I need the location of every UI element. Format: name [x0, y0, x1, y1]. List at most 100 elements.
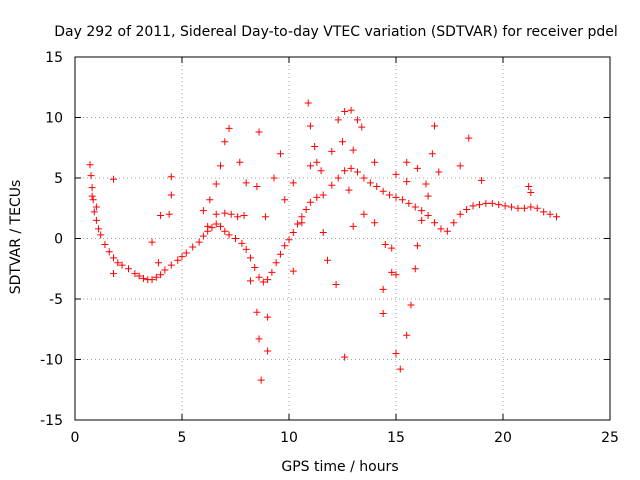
data-point	[289, 179, 297, 187]
data-point	[236, 158, 244, 166]
data-point	[264, 347, 272, 355]
data-point	[110, 270, 118, 278]
data-point	[456, 162, 464, 170]
grid	[75, 57, 610, 420]
data-point	[92, 216, 100, 224]
data-point	[285, 236, 293, 244]
data-point	[294, 220, 302, 228]
data-point	[482, 199, 490, 207]
data-point	[131, 270, 139, 278]
data-point	[353, 168, 361, 176]
data-point	[540, 208, 548, 216]
data-point	[339, 138, 346, 146]
data-point	[212, 220, 220, 228]
data-point	[381, 241, 389, 249]
data-point	[353, 116, 361, 124]
data-point	[90, 208, 98, 216]
data-point	[114, 259, 122, 267]
data-point	[317, 167, 325, 175]
y-tick-label: -5	[49, 292, 63, 308]
data-point	[148, 238, 156, 246]
data-point	[450, 219, 458, 227]
data-point	[242, 179, 250, 187]
data-point	[379, 285, 387, 293]
data-point	[411, 203, 419, 211]
data-point	[345, 186, 353, 194]
data-point	[347, 164, 355, 172]
data-point	[334, 174, 342, 182]
data-point	[212, 210, 220, 218]
data-point	[407, 301, 415, 309]
data-point	[398, 196, 406, 204]
data-point	[298, 219, 306, 227]
y-axis-label: SDTVAR / TECUs	[8, 180, 24, 295]
tick-labels: 0 5 10 15 20 25 -15 -10 -5 0 5 10 15	[40, 50, 619, 446]
x-axis-label: GPS time / hours	[281, 459, 398, 475]
data-points	[86, 99, 560, 384]
data-point	[306, 162, 314, 170]
data-point	[101, 241, 109, 249]
data-point	[341, 353, 349, 361]
data-point	[360, 210, 368, 218]
data-point	[313, 193, 321, 201]
data-point	[87, 172, 95, 180]
data-point	[261, 213, 269, 221]
data-point	[242, 245, 250, 253]
data-point	[386, 191, 394, 199]
data-point	[366, 179, 374, 187]
data-point	[105, 248, 113, 256]
y-tick-label: -15	[40, 413, 63, 429]
data-point	[431, 122, 439, 130]
data-point	[212, 180, 220, 188]
data-point	[514, 204, 522, 212]
data-point	[221, 138, 229, 146]
data-point	[154, 259, 162, 267]
data-point	[199, 207, 207, 215]
data-point	[424, 192, 432, 200]
data-point	[501, 202, 509, 210]
data-point	[388, 244, 396, 252]
data-point	[182, 249, 190, 257]
data-point	[289, 267, 297, 275]
data-point	[251, 264, 259, 272]
data-point	[424, 212, 432, 220]
data-point	[304, 99, 312, 107]
data-point	[139, 274, 147, 282]
data-point	[306, 198, 314, 206]
data-point	[208, 224, 216, 232]
data-point	[469, 202, 477, 210]
data-point	[371, 158, 379, 166]
data-point	[135, 272, 143, 280]
data-point	[276, 150, 284, 158]
chart-title: Day 292 of 2011, Sidereal Day-to-day VTE…	[54, 24, 618, 40]
data-point	[253, 308, 261, 316]
data-point	[371, 219, 379, 227]
data-point	[234, 213, 242, 221]
data-point	[422, 180, 430, 188]
data-point	[167, 191, 175, 199]
data-point	[478, 176, 486, 184]
data-point	[418, 216, 426, 224]
data-point	[379, 310, 387, 318]
data-point	[240, 212, 248, 220]
data-point	[157, 212, 165, 220]
y-tick-label: 10	[45, 111, 63, 127]
data-point	[488, 199, 496, 207]
data-point	[97, 231, 105, 239]
data-point	[255, 128, 263, 136]
data-point	[167, 173, 175, 181]
data-point	[392, 349, 400, 357]
data-point	[238, 239, 246, 247]
data-point	[360, 174, 368, 182]
data-point	[413, 164, 421, 172]
data-point	[86, 161, 94, 169]
x-tick-label: 25	[601, 430, 619, 446]
x-tick-label: 15	[387, 430, 405, 446]
data-point	[392, 193, 400, 201]
tick-marks	[74, 56, 611, 421]
data-point	[396, 365, 404, 373]
data-point	[217, 222, 225, 230]
data-point	[463, 205, 471, 213]
